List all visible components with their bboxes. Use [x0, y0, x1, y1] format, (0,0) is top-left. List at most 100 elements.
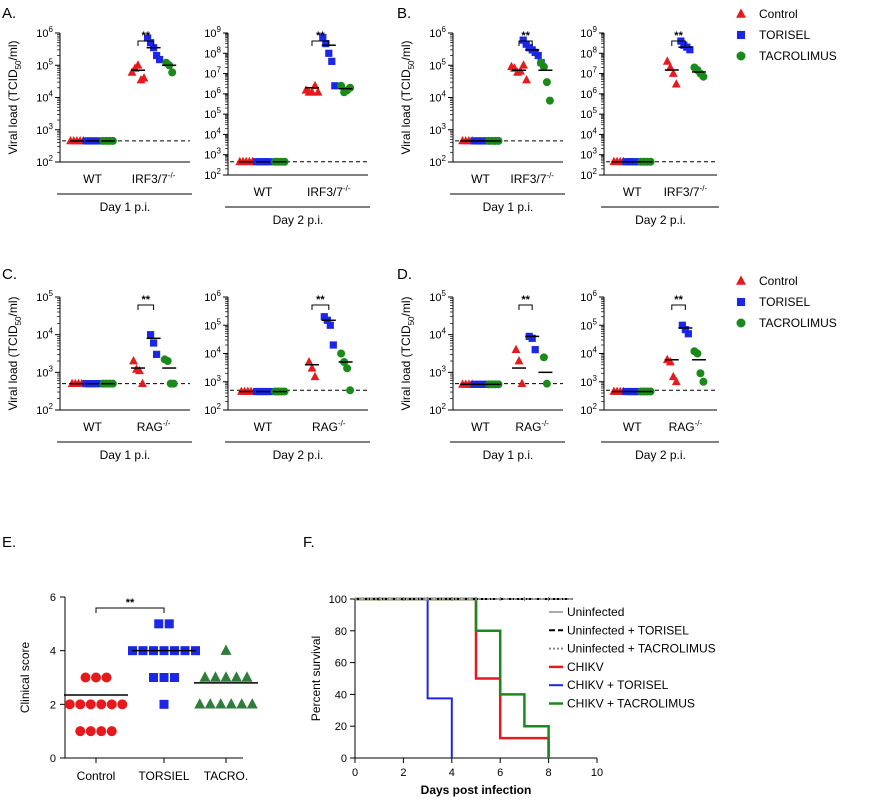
significance-bracket [137, 40, 155, 46]
data-point [517, 378, 527, 388]
significance-label: ** [316, 294, 325, 306]
data-point [539, 62, 548, 71]
y-tick-label: 103 [204, 374, 221, 389]
data-point [545, 96, 554, 105]
category-label: WT [83, 172, 102, 186]
category-label: WT [471, 172, 490, 186]
svg-text:Viral load (TCID50/ml): Viral load (TCID50/ml) [399, 40, 416, 154]
data-point [313, 87, 323, 96]
data-point [169, 379, 178, 388]
y-tick-label: 103 [580, 374, 597, 389]
data-point [699, 377, 708, 386]
legend-marker [736, 8, 746, 18]
y-tick-label: 103 [580, 147, 597, 162]
y-tick-label: 106 [429, 25, 446, 40]
svg-text:Percent survival: Percent survival [309, 636, 323, 721]
y-tick-label: 106 [204, 86, 221, 101]
data-point [684, 330, 692, 338]
data-point [163, 356, 172, 365]
data-point [75, 699, 86, 710]
significance-bracket [95, 607, 165, 613]
data-point [154, 619, 164, 629]
data-point [106, 726, 117, 737]
data-point [322, 40, 330, 48]
data-point [699, 72, 708, 81]
x-tick-label: 4 [449, 767, 455, 779]
y-tick-label: 105 [429, 289, 446, 304]
legend-label: Uninfected [567, 605, 624, 619]
legend-label: CHIKV [567, 660, 604, 674]
y-tick-label: 104 [429, 327, 446, 342]
data-point [220, 644, 232, 655]
legend-label: Control [759, 274, 798, 288]
data-point [199, 671, 211, 682]
data-point [170, 673, 179, 682]
data-point [80, 672, 91, 683]
x-tick-label: 10 [591, 767, 603, 779]
legend-label: TORISEL [759, 295, 810, 309]
y-tick-label: 103 [36, 122, 53, 137]
panel-letter: F. [303, 534, 315, 551]
legend-marker [736, 30, 746, 40]
y-tick-label: 104 [36, 90, 53, 105]
data-point [85, 699, 96, 710]
data-point [139, 73, 149, 82]
y-tick-label: 103 [36, 364, 53, 379]
data-point [668, 68, 678, 77]
y-axis-label: Clinical score [18, 641, 32, 713]
data-point [534, 51, 542, 60]
day-label: Day 2 p.i. [635, 213, 686, 227]
data-point [144, 34, 152, 42]
x-tick-label: 6 [497, 767, 503, 779]
data-point [325, 49, 333, 57]
panel-letter: E. [2, 534, 16, 551]
y-tick-label: 102 [580, 402, 597, 417]
day-label: Day 1 p.i. [483, 448, 534, 462]
y-tick-label: 104 [429, 90, 446, 105]
y-tick-label: 103 [429, 364, 446, 379]
legend-label: TACROLIMUS [759, 49, 837, 63]
data-point [662, 56, 672, 65]
legend-label: Control [759, 7, 798, 21]
y-tick-label: 105 [580, 317, 597, 332]
data-point [671, 79, 681, 88]
day-label: Day 1 p.i. [483, 200, 534, 214]
y-tick-label: 102 [36, 154, 53, 169]
category-label: TORSIEL [138, 769, 189, 783]
category-label: RAG-/- [137, 419, 171, 434]
y-tick-label: 105 [204, 317, 221, 332]
category-label: IRF3/7-/- [132, 171, 176, 186]
category-label: IRF3/7-/- [307, 184, 351, 199]
panel-letter: D. [397, 266, 412, 283]
legend-label: TACROLIMUS [759, 316, 837, 330]
data-point [511, 344, 521, 354]
day-label: Day 1 p.i. [100, 200, 151, 214]
legend-label: TORISEL [759, 28, 810, 42]
category-label: WT [471, 420, 490, 434]
data-point [138, 378, 147, 388]
data-point [225, 698, 237, 709]
y-tick-label: 60 [335, 658, 347, 670]
y-tick-label: 102 [429, 402, 446, 417]
data-point [665, 62, 675, 71]
data-point [64, 699, 75, 710]
day-label: Day 2 p.i. [273, 448, 324, 462]
data-point [159, 699, 169, 709]
data-point [149, 673, 158, 682]
y-tick-label: 102 [204, 402, 221, 417]
y-tick-label: 80 [335, 626, 347, 638]
y-tick-label: 103 [429, 122, 446, 137]
day-label: Day 2 p.i. [635, 448, 686, 462]
data-point [304, 357, 314, 366]
y-tick-label: 4 [50, 646, 56, 658]
y-tick-label: 40 [335, 689, 347, 701]
y-tick-label: 100 [329, 594, 347, 606]
y-tick-label: 109 [580, 25, 597, 40]
significance-bracket [137, 304, 155, 310]
x-tick-label: 8 [546, 767, 552, 779]
survival-line [355, 597, 550, 758]
y-tick-label: 103 [204, 147, 221, 162]
data-point [519, 60, 528, 69]
legend-marker [736, 297, 746, 307]
